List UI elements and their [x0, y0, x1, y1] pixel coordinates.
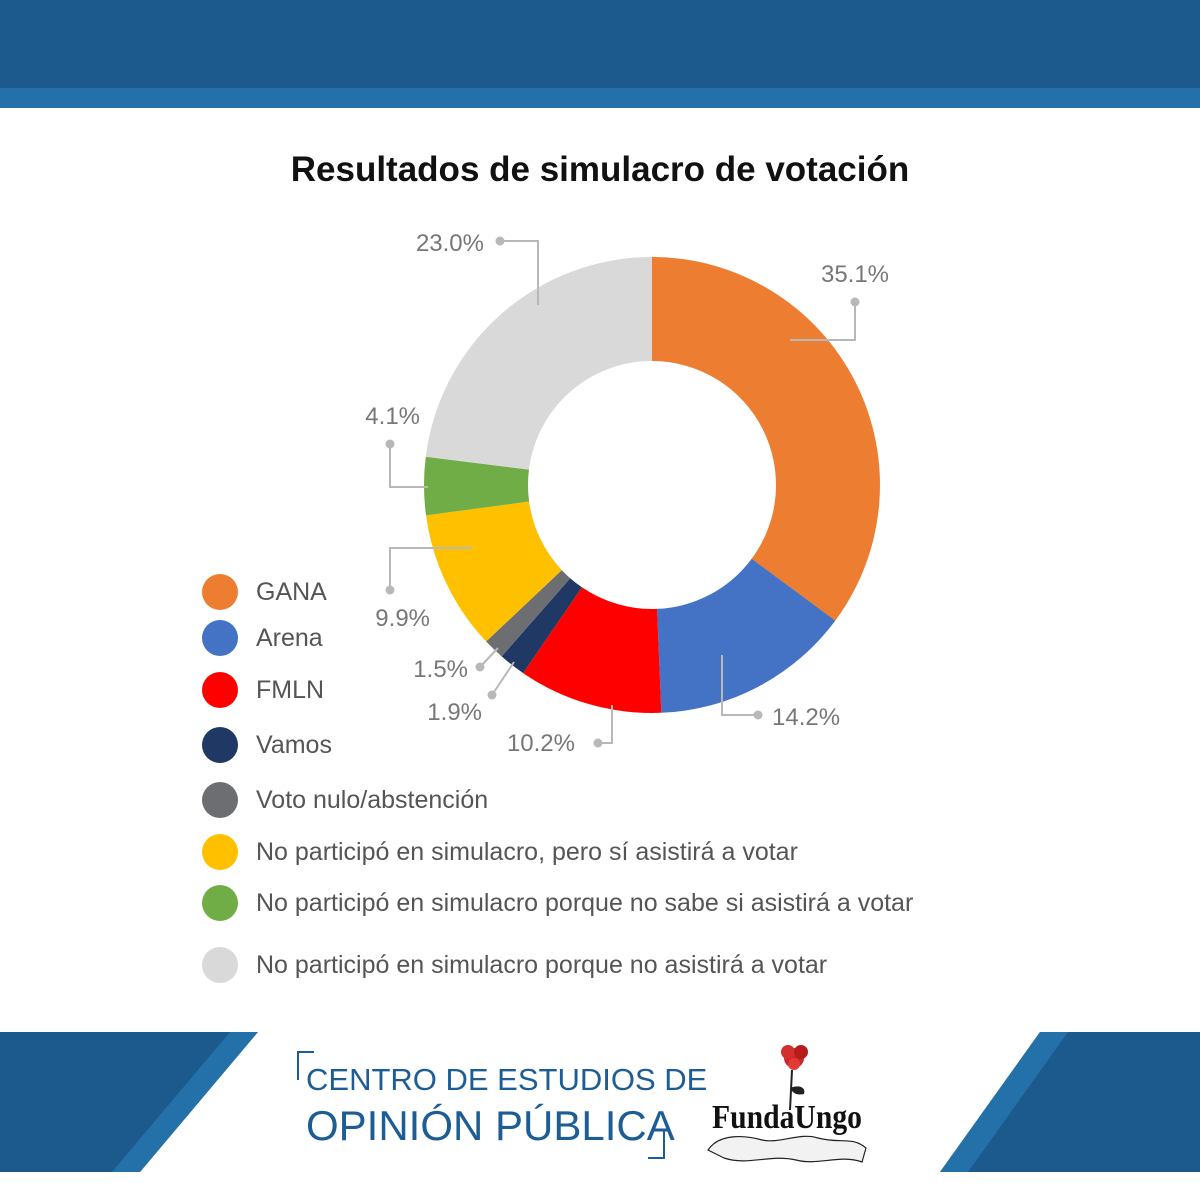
org-name-line2: OPINIÓN PÚBLICA	[306, 1102, 675, 1149]
leader-dot	[850, 297, 860, 307]
leader-dot	[495, 236, 505, 246]
legend-label: Voto nulo/abstención	[256, 785, 489, 814]
leader-line	[389, 547, 472, 590]
legend-swatch	[202, 834, 238, 870]
legend-swatch	[202, 782, 238, 818]
data-label: 10.2%	[507, 730, 575, 757]
data-label: 1.5%	[413, 656, 468, 683]
donut-slice-no-particip-en-simulacro-porque-no-asistir-a-votar	[425, 257, 652, 470]
legend-swatch	[202, 947, 238, 983]
header-stripe	[0, 88, 1200, 108]
footer-shapes	[0, 1032, 1200, 1172]
legend-swatch	[202, 620, 238, 656]
footer-left-accent	[112, 1032, 258, 1172]
rose-logo-icon: FundaUngo	[707, 1045, 867, 1163]
header-bar	[0, 0, 1200, 88]
legend-swatch	[202, 885, 238, 921]
org-name-line1: CENTRO DE ESTUDIOS DE	[306, 1062, 708, 1097]
legend-swatch	[202, 574, 238, 610]
leader-dot	[385, 585, 395, 595]
donut-slice-fmln	[523, 587, 662, 713]
legend-item: No participó en simulacro, pero sí asist…	[202, 832, 798, 872]
legend-swatch	[202, 727, 238, 763]
legend-label: No participó en simulacro, pero sí asist…	[256, 837, 798, 866]
data-label: 14.2%	[772, 704, 840, 731]
fundaungo-logo: FundaUngo	[700, 1040, 870, 1170]
legend-item: Vamos	[202, 725, 332, 765]
legend-item: GANA	[202, 572, 327, 612]
footer-right-accent	[940, 1032, 1068, 1172]
cesop-brackets	[297, 1051, 665, 1159]
legend-item: Voto nulo/abstención	[202, 780, 488, 820]
footer-band	[0, 1032, 1200, 1172]
legend-label: FMLN	[256, 675, 325, 704]
leader-line	[389, 444, 428, 488]
legend-item: Arena	[202, 618, 323, 658]
donut-slice-no-particip-en-simulacro-porque-no-sabe-si-asistir-a-votar	[424, 456, 530, 516]
leader-dot	[475, 662, 485, 672]
donut-slice-arena	[657, 558, 836, 713]
leader-dot	[385, 439, 395, 449]
leader-line	[500, 240, 539, 305]
data-label: 1.9%	[427, 699, 482, 726]
legend-label: No participó en simulacro porque no sabe…	[256, 888, 914, 917]
data-label: 35.1%	[821, 261, 889, 288]
cesop-brand: CENTRO DE ESTUDIOS DE OPINIÓN PÚBLICA	[296, 1050, 707, 1160]
data-label: 4.1%	[365, 403, 420, 430]
leader-dot	[487, 690, 497, 700]
donut-slice-voto-nulo-abstenci-n	[486, 570, 571, 657]
legend-label: Vamos	[256, 730, 332, 759]
data-label: 23.0%	[416, 230, 484, 257]
leader-line	[491, 661, 515, 696]
legend-item: No participó en simulacro porque no asis…	[202, 945, 827, 985]
logo-wordmark: FundaUngo	[712, 1099, 862, 1136]
leader-dot	[753, 710, 763, 720]
leader-line	[721, 655, 758, 716]
chart-legend: GANA Arena FMLN Vamos Voto nulo/abstención No…	[202, 560, 1102, 1000]
leader-line	[790, 302, 856, 341]
donut-slice-vamos	[501, 578, 582, 674]
legend-label: Arena	[256, 623, 323, 652]
leader-dot	[593, 738, 603, 748]
donut-slice-no-particip-en-simulacro-pero-s-asistir-a-votar	[426, 501, 562, 642]
legend-item: No participó en simulacro porque no sabe…	[202, 883, 913, 923]
data-label: 9.9%	[375, 605, 430, 632]
legend-label: No participó en simulacro porque no asis…	[256, 950, 828, 979]
footer-left-shape	[0, 1032, 258, 1172]
legend-item: FMLN	[202, 670, 324, 710]
footer-right-shape	[940, 1032, 1200, 1172]
legend-swatch	[202, 672, 238, 708]
donut-slice-gana	[652, 257, 880, 621]
leader-line	[598, 705, 613, 744]
legend-label: GANA	[256, 577, 327, 606]
chart-title: Resultados de simulacro de votación	[290, 150, 910, 189]
